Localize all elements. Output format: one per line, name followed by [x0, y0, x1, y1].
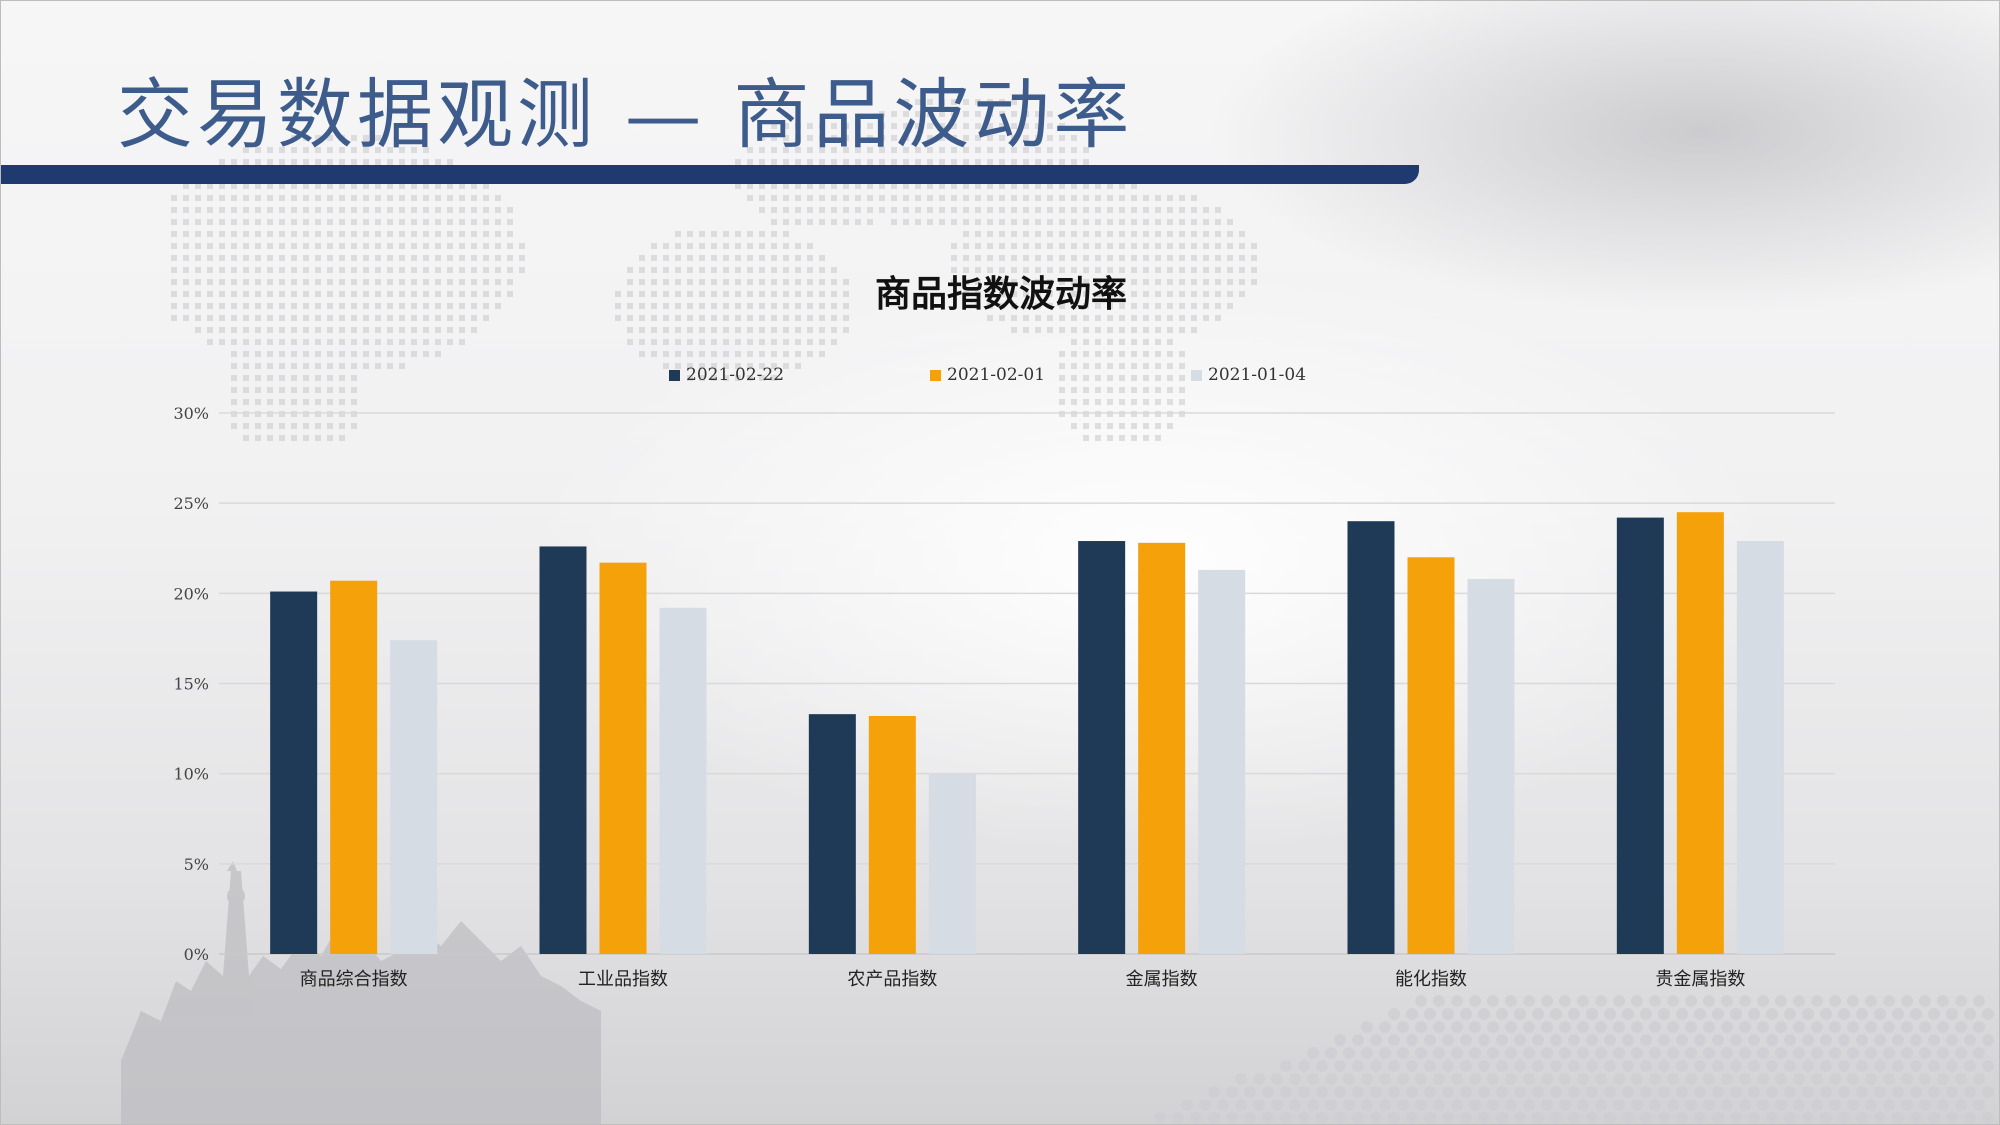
gridlines	[219, 412, 1835, 955]
legend-label: 2021-02-01	[947, 365, 1046, 385]
bar	[1407, 557, 1455, 954]
bar	[1347, 521, 1395, 954]
bar	[1736, 541, 1784, 954]
x-tick-label: 能化指数	[1395, 969, 1467, 990]
legend-item: 2021-02-01	[930, 365, 1045, 385]
bar	[1198, 569, 1246, 954]
x-tick-label: 农产品指数	[847, 969, 937, 990]
legend-item: 2021-02-22	[669, 365, 784, 385]
bar	[390, 640, 438, 954]
hex-pattern-floor	[1154, 995, 1994, 1124]
bar	[868, 715, 916, 954]
x-tick-label: 贵金属指数	[1655, 969, 1745, 990]
bar	[270, 591, 318, 954]
y-tick-label: 20%	[173, 584, 209, 603]
y-tick-label: 30%	[173, 404, 209, 423]
legend-swatch	[1191, 369, 1202, 381]
bar	[330, 580, 378, 954]
x-tick-label: 金属指数	[1126, 969, 1198, 990]
world-map-dots	[171, 99, 1257, 441]
bar	[539, 546, 587, 954]
legend-item: 2021-01-04	[1191, 365, 1306, 385]
legend-label: 2021-01-04	[1208, 365, 1307, 385]
page-title: 交易数据观测 — 商品波动率	[117, 70, 1134, 159]
bar	[599, 562, 647, 954]
chart-title: 商品指数波动率	[874, 274, 1127, 315]
y-tick-label: 5%	[184, 855, 209, 874]
y-tick-label: 25%	[173, 494, 209, 513]
legend-label: 2021-02-22	[686, 365, 785, 385]
bar	[808, 714, 856, 954]
bar	[928, 773, 976, 954]
x-tick-label: 商品综合指数	[300, 969, 408, 990]
bar	[659, 607, 707, 954]
legend-swatch	[669, 369, 680, 381]
chart-legend: 2021-02-22 2021-02-01 2021-01-04	[1, 365, 1999, 391]
y-tick-label: 10%	[173, 765, 209, 784]
legend-swatch	[930, 369, 941, 381]
bar	[1078, 541, 1126, 954]
bar	[1616, 517, 1664, 954]
y-tick-label: 0%	[184, 945, 209, 964]
x-tick-label: 工业品指数	[578, 969, 668, 990]
y-tick-label: 15%	[173, 675, 209, 694]
title-underline-band	[1, 165, 1419, 184]
bar	[1676, 512, 1724, 954]
bar	[1467, 578, 1515, 954]
skyline-silhouette	[121, 861, 601, 1124]
bar	[1138, 542, 1186, 954]
